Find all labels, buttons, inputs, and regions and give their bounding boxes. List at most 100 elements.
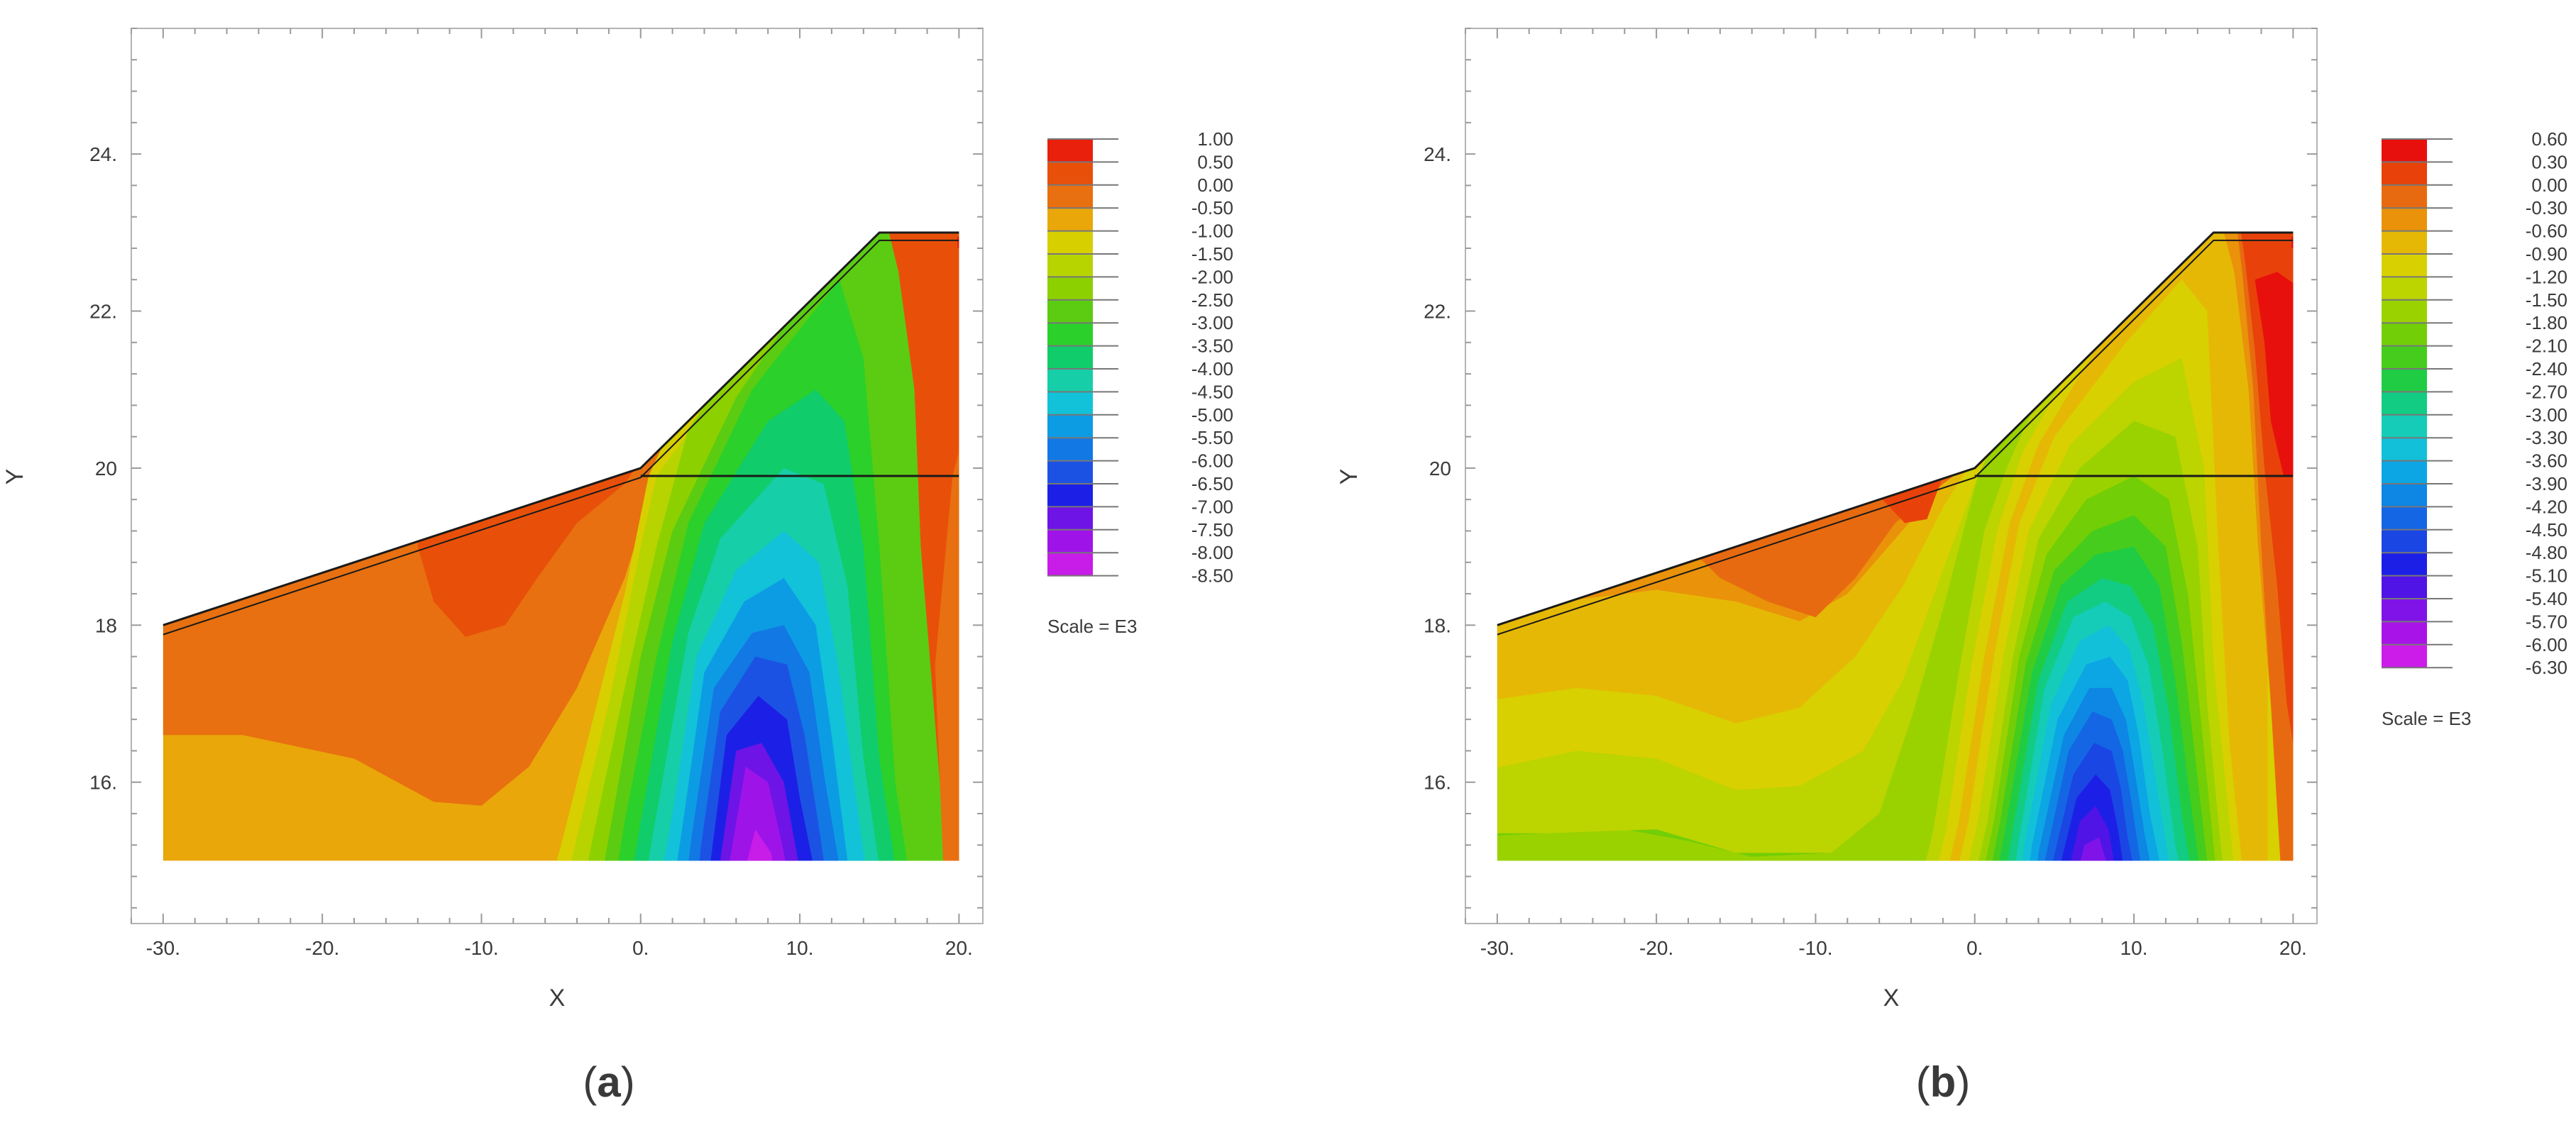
tick-marks — [131, 28, 983, 924]
colorbar-swatch — [2382, 208, 2427, 232]
colorbar-label: -7.00 — [1191, 496, 1233, 517]
colorbar-label: -3.90 — [2526, 473, 2567, 494]
colorbar-label: -5.70 — [2526, 611, 2567, 632]
colorbar: 1.000.500.00-0.50-1.00-1.50-2.00-2.50-3.… — [1047, 128, 1233, 587]
colorbar-swatch — [1047, 277, 1093, 301]
colorbar: 0.600.300.00-0.30 -0.60-0.90-1.20-1.50-1.… — [2382, 128, 2567, 678]
colorbar-label: -1.50 — [2526, 289, 2567, 311]
x-tick-label: -30. — [1480, 937, 1514, 959]
x-tick-label: -20. — [305, 937, 339, 959]
x-tick-labels: -30. -20. -10. 0. 10. 20. — [1480, 937, 2307, 959]
x-axis-title: X — [1883, 985, 1900, 1012]
y-tick-label: 24. — [1424, 143, 1451, 165]
contour-band — [2025, 711, 2179, 861]
colorbar-swatch — [1047, 414, 1093, 438]
contour-band — [717, 766, 816, 861]
y-tick-label: 16. — [89, 772, 117, 794]
colorbar-label: -2.40 — [2526, 358, 2567, 379]
colorbar-label: -5.00 — [1191, 404, 1233, 426]
y-tick-label: 20 — [95, 458, 117, 480]
contour-band — [2033, 743, 2172, 861]
colorbar-swatch — [2382, 323, 2427, 347]
colorbar-swatch — [2382, 506, 2427, 531]
colorbar-swatch — [1047, 323, 1093, 347]
y-tick-labels: 16. 18. 20 22. 24. — [1424, 143, 1451, 794]
contour-band — [2255, 272, 2294, 476]
colorbar-label: -6.00 — [1191, 450, 1233, 472]
x-tick-label: 20. — [2279, 937, 2307, 959]
colorbar-swatch — [2382, 345, 2427, 370]
colorbar-label: -2.10 — [2526, 336, 2567, 357]
colorbar-swatch — [1047, 392, 1093, 416]
colorbar-swatch — [2382, 414, 2427, 438]
colorbar-label: -4.80 — [2526, 542, 2567, 563]
colorbar-swatch — [1047, 506, 1093, 531]
colorbar-label: -0.50 — [1191, 197, 1233, 218]
colorbar-swatch — [2382, 529, 2427, 553]
x-tick-label: 20. — [945, 937, 973, 959]
y-axis-title: Y — [1336, 469, 1363, 485]
colorbar-swatch — [1047, 438, 1093, 462]
colorbar-swatch — [2382, 599, 2427, 622]
colorbar-swatch — [2382, 438, 2427, 462]
y-tick-label: 18. — [1424, 614, 1451, 636]
colorbar-label: -2.70 — [2526, 381, 2567, 402]
domain-outline — [1497, 231, 2294, 636]
colorbar-swatch — [1047, 184, 1093, 209]
colorbar-swatch — [2382, 277, 2427, 301]
colorbar-swatch — [1047, 529, 1093, 553]
colorbar-label: -4.20 — [2526, 496, 2567, 517]
colorbar-label: -3.30 — [2526, 427, 2567, 448]
colorbar-swatch — [1047, 208, 1093, 232]
colorbar-label: 1.00 — [1197, 128, 1233, 150]
contour-band — [2235, 232, 2294, 782]
colorbar-label: -5.50 — [1191, 427, 1233, 448]
colorbar-swatch — [2382, 231, 2427, 255]
colorbar-swatch — [1047, 162, 1093, 186]
colorbar-label: -6.30 — [2526, 657, 2567, 678]
y-tick-labels: 16. 18 20 22. 24. — [89, 143, 117, 794]
colorbar-swatch — [2382, 162, 2427, 186]
contour-band — [705, 743, 829, 861]
colorbar-label: -1.00 — [1191, 221, 1233, 242]
colorbar-label: -4.50 — [1191, 381, 1233, 402]
colorbar-label: 0.50 — [1197, 151, 1233, 172]
colorbar-swatch — [1047, 254, 1093, 277]
layer-line — [1497, 239, 2294, 636]
colorbar-swatch — [1047, 299, 1093, 323]
colorbar-label: -3.00 — [2526, 404, 2567, 426]
colorbar-swatch — [1047, 345, 1093, 370]
colorbar-label: -2.50 — [1191, 289, 1233, 311]
x-tick-label: -10. — [464, 937, 498, 959]
colorbar-swatch — [2382, 484, 2427, 507]
colorbar-label: -4.50 — [2526, 519, 2567, 541]
colorbar-swatch — [2382, 621, 2427, 645]
scale-note: Scale = E3 — [1047, 616, 1137, 637]
colorbar-swatch — [1047, 369, 1093, 392]
x-tick-label: 10. — [2120, 937, 2148, 959]
colorbar-swatch — [2382, 644, 2427, 668]
colorbar-swatch — [2382, 369, 2427, 392]
colorbar-label: -2.00 — [1191, 266, 1233, 287]
y-tick-label: 20 — [1429, 458, 1451, 480]
colorbar-label: -0.30 — [2526, 197, 2567, 218]
colorbar-label: 0.30 — [2531, 151, 2567, 172]
colorbar-swatch — [2382, 553, 2427, 577]
surface-line — [1497, 231, 2294, 626]
colorbar-swatch — [1047, 460, 1093, 484]
contour-band — [2042, 774, 2166, 861]
colorbar-swatch — [2382, 460, 2427, 484]
surface-line — [163, 231, 959, 626]
x-tick-label: -10. — [1798, 937, 1832, 959]
colorbar-swatch — [1047, 553, 1093, 577]
colorbar-swatch — [1047, 484, 1093, 507]
colorbar-label: -8.50 — [1191, 565, 1233, 587]
colorbar-swatch — [2382, 254, 2427, 277]
colorbar-label: -4.00 — [1191, 358, 1233, 379]
y-axis-title: Y — [1, 469, 28, 485]
colorbar-swatch — [1047, 139, 1093, 162]
scale-note: Scale = E3 — [2382, 708, 2471, 729]
y-tick-label: 24. — [89, 143, 117, 165]
